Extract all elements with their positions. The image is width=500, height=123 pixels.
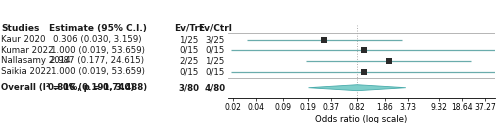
X-axis label: Odds ratio (log scale): Odds ratio (log scale) [315,115,408,123]
Text: Estimate (95% C.I.): Estimate (95% C.I.) [48,24,146,33]
Text: Overall (I² = 0%, p = 0.740): Overall (I² = 0%, p = 0.740) [1,83,134,92]
Text: 3/25: 3/25 [206,35,225,44]
Text: 1.000 (0.019, 53.659): 1.000 (0.019, 53.659) [50,46,144,55]
Text: Studies: Studies [1,24,40,33]
Text: 0/15: 0/15 [180,67,199,76]
Text: 2/25: 2/25 [180,56,199,65]
Text: Nallasamy 2014: Nallasamy 2014 [1,56,71,65]
Text: 1.000 (0.019, 53.659): 1.000 (0.019, 53.659) [50,67,144,76]
Text: 3/80: 3/80 [178,83,200,92]
Text: 1/25: 1/25 [180,35,199,44]
Text: Saikia 2022: Saikia 2022 [1,67,51,76]
Polygon shape [308,85,406,91]
Text: Ev/Ctrl: Ev/Ctrl [198,24,232,33]
Text: 1/25: 1/25 [206,56,225,65]
Text: 0/15: 0/15 [206,46,225,55]
Text: Kaur 2020: Kaur 2020 [1,35,46,44]
Text: Kumar 2022: Kumar 2022 [1,46,54,55]
Text: 4/80: 4/80 [204,83,226,92]
Text: 0.306 (0.030, 3.159): 0.306 (0.030, 3.159) [53,35,142,44]
Text: 0/15: 0/15 [206,67,225,76]
Text: 0.816 (0.191, 3.488): 0.816 (0.191, 3.488) [48,83,147,92]
Text: 2.987 (0.177, 24.615): 2.987 (0.177, 24.615) [50,56,144,65]
Text: Ev/Trt: Ev/Trt [174,24,204,33]
Text: 0/15: 0/15 [180,46,199,55]
